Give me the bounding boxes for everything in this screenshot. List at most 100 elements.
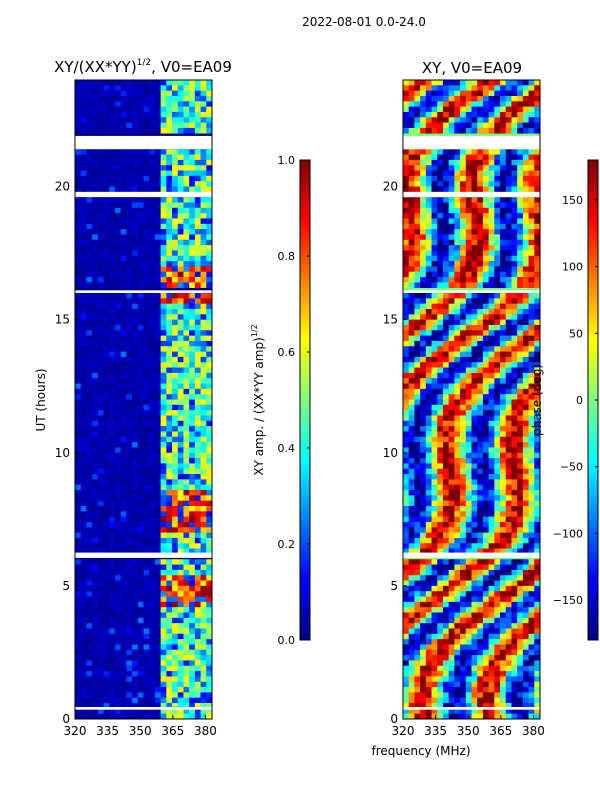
amplitude-heatmap-cell bbox=[132, 165, 139, 171]
phase-heatmap-cell bbox=[454, 591, 461, 597]
amplitude-heatmap-cell bbox=[183, 713, 190, 720]
phase-heatmap-cell bbox=[471, 511, 478, 517]
amplitude-heatmap-cell bbox=[160, 484, 167, 491]
amplitude-heatmap-cell bbox=[97, 282, 104, 288]
phase-heatmap-cell bbox=[448, 495, 455, 501]
amplitude-heatmap-cell bbox=[75, 388, 82, 395]
amplitude-heatmap-cell bbox=[149, 564, 156, 571]
phase-heatmap-cell bbox=[511, 308, 518, 315]
amplitude-heatmap-cell bbox=[166, 308, 173, 315]
amplitude-heatmap-cell bbox=[183, 543, 190, 549]
phase-heatmap-cell bbox=[477, 101, 484, 107]
phase-heatmap-cell bbox=[488, 452, 495, 459]
amplitude-heatmap-cell bbox=[172, 175, 179, 182]
amplitude-heatmap-cell bbox=[109, 468, 116, 475]
amplitude-heatmap-cell bbox=[183, 181, 190, 187]
amplitude-heatmap-cell bbox=[120, 458, 127, 464]
amplitude-heatmap-cell bbox=[132, 383, 139, 390]
amplitude-heatmap-cell bbox=[75, 298, 82, 304]
amplitude-heatmap-cell bbox=[177, 85, 184, 91]
phase-heatmap-cell bbox=[505, 319, 512, 326]
phase-heatmap-cell bbox=[534, 277, 541, 283]
amplitude-heatmap-cell bbox=[126, 628, 133, 635]
phase-heatmap-cell bbox=[403, 314, 410, 320]
phase-heatmap-cell bbox=[460, 197, 467, 203]
amplitude-heatmap-cell bbox=[86, 165, 93, 171]
phase-heatmap-cell bbox=[471, 575, 478, 581]
phase-heatmap-cell bbox=[482, 106, 489, 113]
amplitude-heatmap-cell bbox=[200, 165, 207, 171]
amplitude-heatmap-cell bbox=[109, 207, 116, 214]
amplitude-heatmap-cell bbox=[92, 484, 99, 491]
amplitude-flagged-gap bbox=[75, 290, 212, 293]
phase-heatmap-cell bbox=[437, 362, 444, 368]
phase-heatmap-cell bbox=[494, 181, 501, 187]
phase-heatmap-cell bbox=[408, 234, 415, 241]
phase-heatmap-cell bbox=[465, 122, 472, 129]
phase-heatmap-cell bbox=[534, 442, 541, 448]
amplitude-heatmap-cell bbox=[126, 671, 133, 677]
amplitude-heatmap-cell bbox=[97, 537, 104, 544]
amplitude-heatmap-cell bbox=[114, 298, 121, 304]
phase-heatmap-cell bbox=[431, 165, 438, 171]
amplitude-heatmap-cell bbox=[80, 420, 87, 427]
phase-heatmap-cell bbox=[460, 80, 467, 86]
phase-heatmap-cell bbox=[437, 399, 444, 406]
phase-heatmap-cell bbox=[482, 410, 489, 416]
amplitude-heatmap-cell bbox=[194, 543, 201, 549]
amplitude-heatmap-cell bbox=[114, 277, 121, 283]
amplitude-heatmap-cell bbox=[166, 80, 173, 86]
amplitude-heatmap-cell bbox=[137, 127, 144, 134]
phase-heatmap-cell bbox=[522, 484, 529, 491]
amplitude-heatmap-cell bbox=[75, 234, 82, 241]
amplitude-heatmap-cell bbox=[177, 106, 184, 113]
phase-heatmap-cell bbox=[511, 516, 518, 523]
phase-heatmap-cell bbox=[500, 298, 507, 304]
amplitude-heatmap-cell bbox=[154, 314, 161, 320]
amplitude-heatmap-cell bbox=[143, 649, 150, 656]
amplitude-heatmap-cell bbox=[92, 617, 99, 624]
amplitude-heatmap-cell bbox=[137, 468, 144, 475]
amplitude-heatmap-cell bbox=[126, 537, 133, 544]
phase-heatmap-cell bbox=[437, 500, 444, 507]
phase-heatmap-cell bbox=[522, 532, 529, 539]
amplitude-heatmap-cell bbox=[120, 527, 127, 533]
amplitude-heatmap-cell bbox=[86, 575, 93, 581]
amplitude-heatmap-cell bbox=[172, 623, 179, 629]
phase-heatmap-cell bbox=[522, 569, 529, 576]
amplitude-heatmap-cell bbox=[172, 101, 179, 107]
phase-heatmap-cell bbox=[505, 330, 512, 336]
amplitude-heatmap-cell bbox=[160, 335, 167, 342]
phase-heatmap-cell bbox=[460, 580, 467, 587]
amplitude-heatmap-cell bbox=[109, 697, 116, 704]
phase-heatmap-cell bbox=[437, 106, 444, 113]
amplitude-heatmap-cell bbox=[200, 687, 207, 693]
amplitude-heatmap-cell bbox=[80, 293, 87, 299]
phase-heatmap-cell bbox=[420, 351, 427, 358]
amplitude-heatmap-cell bbox=[97, 394, 104, 400]
amplitude-heatmap-cell bbox=[154, 111, 161, 118]
amplitude-heatmap-cell bbox=[189, 687, 196, 693]
amplitude-heatmap-cell bbox=[97, 202, 104, 209]
phase-heatmap-cell bbox=[528, 415, 535, 422]
phase-heatmap-cell bbox=[460, 452, 467, 459]
amplitude-heatmap-cell bbox=[189, 293, 196, 299]
amplitude-heatmap-cell bbox=[177, 511, 184, 517]
phase-heatmap-cell bbox=[534, 330, 541, 336]
amplitude-heatmap-cell bbox=[86, 410, 93, 416]
phase-heatmap-cell bbox=[517, 308, 524, 315]
phase-heatmap-cell bbox=[511, 436, 518, 443]
amplitude-heatmap-cell bbox=[103, 277, 110, 283]
phase-heatmap-cell bbox=[448, 591, 455, 597]
phase-heatmap-cell bbox=[534, 356, 541, 363]
phase-heatmap-cell bbox=[454, 298, 461, 304]
amplitude-heatmap-cell bbox=[109, 298, 116, 304]
amplitude-heatmap-cell bbox=[114, 399, 121, 406]
phase-heatmap-cell bbox=[454, 154, 461, 161]
amplitude-heatmap-cell bbox=[149, 660, 156, 667]
amplitude-heatmap-cell bbox=[92, 181, 99, 187]
amplitude-heatmap-cell bbox=[137, 458, 144, 464]
amplitude-heatmap-cell bbox=[166, 436, 173, 443]
phase-heatmap-cell bbox=[420, 383, 427, 390]
amplitude-heatmap-cell bbox=[109, 202, 116, 209]
